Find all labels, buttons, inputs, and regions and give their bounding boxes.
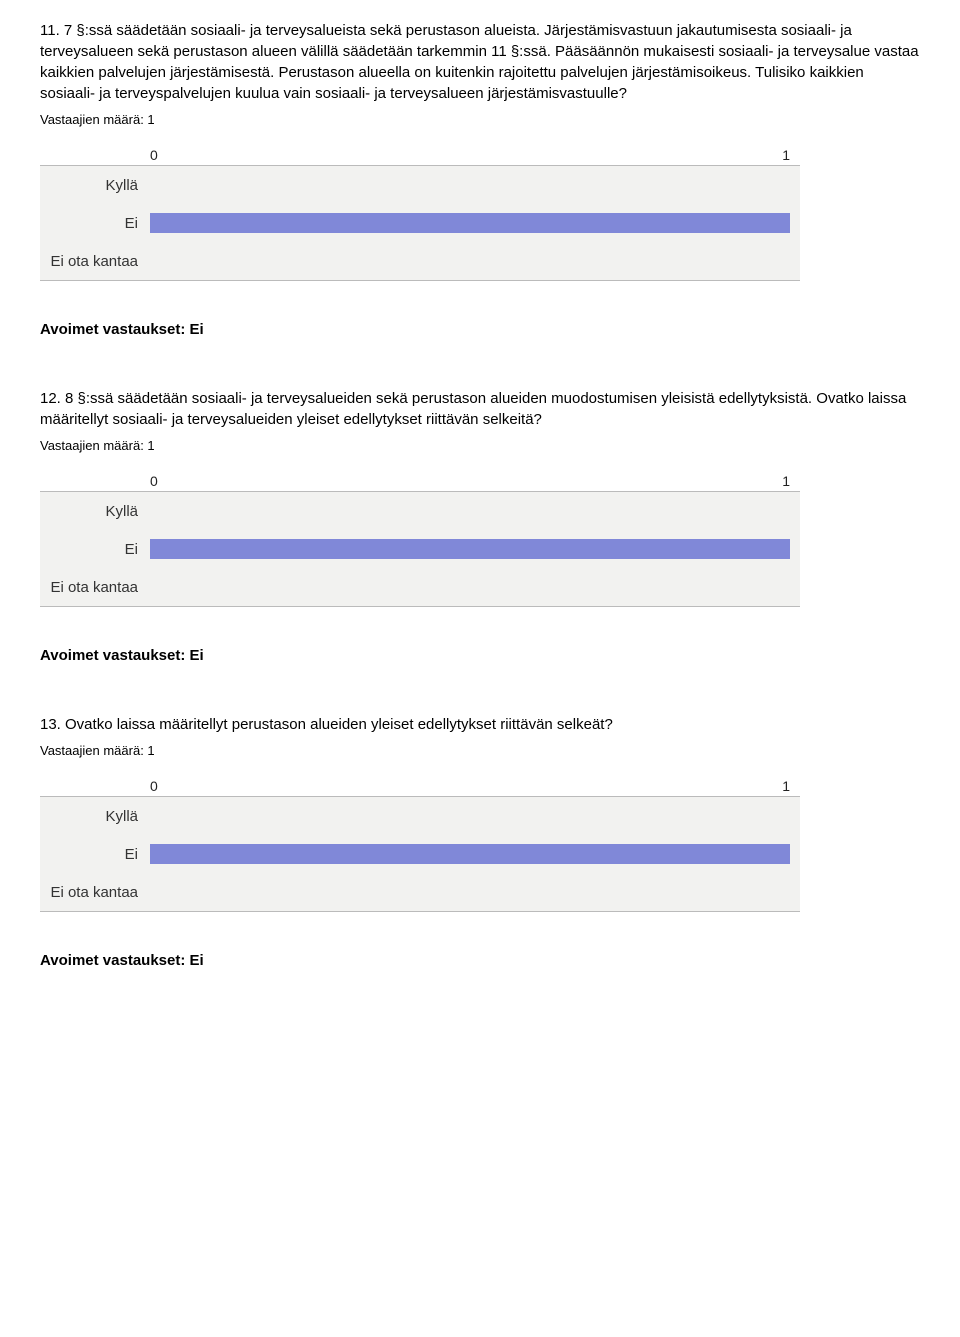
open-answers-heading: Avoimet vastaukset: Ei (40, 952, 920, 969)
chart-bar-area (150, 873, 800, 911)
chart-axis: 01 (40, 778, 800, 794)
chart-bar-area (150, 835, 800, 873)
chart-row: Ei (40, 530, 800, 568)
chart-row-label: Ei (40, 846, 150, 863)
axis-max: 1 (782, 147, 790, 163)
open-answers-heading: Avoimet vastaukset: Ei (40, 647, 920, 664)
respondent-count: Vastaajien määrä: 1 (40, 112, 920, 127)
chart-axis: 01 (40, 473, 800, 489)
open-answers-heading: Avoimet vastaukset: Ei (40, 321, 920, 338)
chart-bar-area (150, 166, 800, 204)
chart-bar (150, 213, 790, 233)
chart-row-label: Ei ota kantaa (40, 579, 150, 596)
chart-row: Ei ota kantaa (40, 242, 800, 280)
chart-row-label: Ei (40, 541, 150, 558)
chart-body: Kyllä Ei Ei ota kantaa (40, 796, 800, 912)
chart-row-label: Kyllä (40, 503, 150, 520)
chart-bar-area (150, 242, 800, 280)
question-block: 13. Ovatko laissa määritellyt perustason… (40, 714, 920, 969)
question-block: 11. 7 §:ssä säädetään sosiaali- ja terve… (40, 20, 920, 338)
chart-row: Ei ota kantaa (40, 568, 800, 606)
chart-row: Ei (40, 835, 800, 873)
chart-row: Kyllä (40, 492, 800, 530)
chart-row: Ei ota kantaa (40, 873, 800, 911)
chart-row: Ei (40, 204, 800, 242)
axis-min: 0 (150, 147, 158, 163)
axis-min: 0 (150, 778, 158, 794)
axis-max: 1 (782, 473, 790, 489)
chart-body: Kyllä Ei Ei ota kantaa (40, 165, 800, 281)
bar-chart: 01KylläEiEi ota kantaa (40, 147, 800, 281)
chart-row-label: Kyllä (40, 177, 150, 194)
chart-row-label: Ei (40, 215, 150, 232)
axis-max: 1 (782, 778, 790, 794)
respondent-count: Vastaajien määrä: 1 (40, 438, 920, 453)
chart-row-label: Ei ota kantaa (40, 884, 150, 901)
chart-bar-area (150, 797, 800, 835)
chart-row: Kyllä (40, 797, 800, 835)
question-text: 13. Ovatko laissa määritellyt perustason… (40, 714, 920, 735)
chart-axis: 01 (40, 147, 800, 163)
chart-bar-area (150, 530, 800, 568)
chart-bar-area (150, 568, 800, 606)
chart-bar-area (150, 204, 800, 242)
bar-chart: 01KylläEiEi ota kantaa (40, 473, 800, 607)
bar-chart: 01KylläEiEi ota kantaa (40, 778, 800, 912)
chart-row-label: Kyllä (40, 808, 150, 825)
axis-min: 0 (150, 473, 158, 489)
chart-row-label: Ei ota kantaa (40, 253, 150, 270)
question-text: 11. 7 §:ssä säädetään sosiaali- ja terve… (40, 20, 920, 104)
chart-bar-area (150, 492, 800, 530)
chart-bar (150, 844, 790, 864)
chart-body: Kyllä Ei Ei ota kantaa (40, 491, 800, 607)
question-text: 12. 8 §:ssä säädetään sosiaali- ja terve… (40, 388, 920, 430)
respondent-count: Vastaajien määrä: 1 (40, 743, 920, 758)
chart-bar (150, 539, 790, 559)
chart-row: Kyllä (40, 166, 800, 204)
question-block: 12. 8 §:ssä säädetään sosiaali- ja terve… (40, 388, 920, 664)
